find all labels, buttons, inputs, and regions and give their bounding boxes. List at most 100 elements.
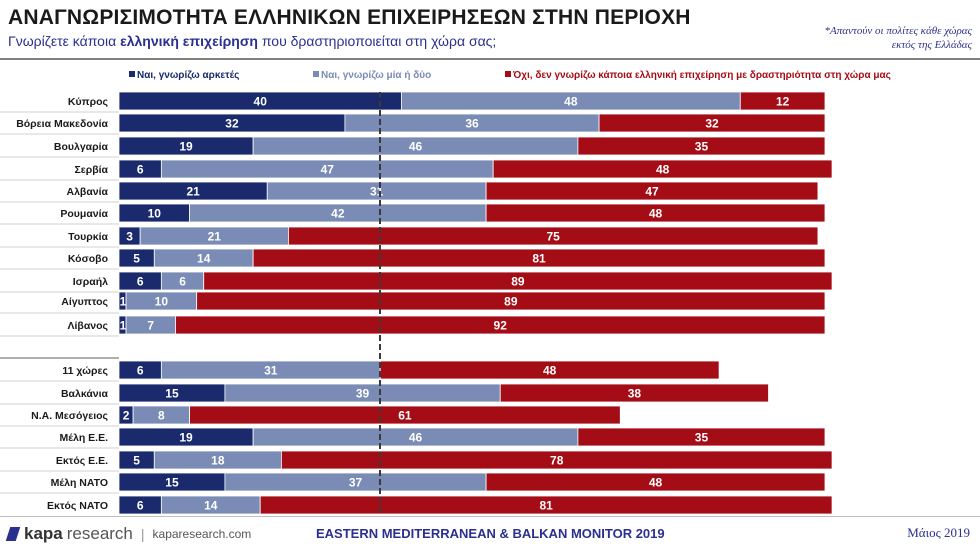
category-label: Αίγυπτος	[61, 296, 108, 308]
category-label: Βαλκάνια	[61, 388, 109, 400]
data-label: 42	[331, 207, 345, 221]
data-label: 81	[539, 499, 553, 513]
data-label: 35	[695, 431, 709, 445]
bar-segment	[175, 315, 826, 335]
data-label: 8	[158, 409, 165, 423]
legend-label: Ναι, γνωρίζω αρκετές	[137, 70, 239, 81]
legend-swatch	[129, 71, 135, 77]
category-label: Βόρεια Μακεδονία	[16, 118, 108, 130]
bar-segment	[485, 472, 826, 492]
data-label: 46	[409, 431, 423, 445]
data-label: 5	[133, 252, 140, 266]
data-label: 19	[179, 140, 193, 154]
category-label: Αλβανία	[67, 186, 109, 198]
data-label: 15	[165, 476, 179, 490]
bar-segment	[577, 136, 826, 156]
category-label: Εκτός Ε.Ε.	[56, 455, 108, 467]
subtitle-bold: ελληνική επιχείρηση	[120, 33, 258, 49]
data-label: 89	[511, 275, 525, 289]
category-label: Σερβία	[74, 164, 108, 176]
category-label: Ν.Α. Μεσόγειος	[31, 410, 108, 422]
bar-segment	[189, 405, 621, 425]
category-label: Βουλγαρία	[54, 141, 109, 153]
bar-segment	[577, 427, 826, 447]
legend-swatch	[505, 71, 511, 77]
data-label: 10	[148, 207, 162, 221]
data-label: 47	[645, 185, 659, 199]
data-label: 92	[494, 319, 508, 333]
data-label: 39	[356, 387, 370, 401]
data-label: 6	[137, 499, 144, 513]
chart-subtitle: Γνωρίζετε κάποια ελληνική επιχείρηση που…	[8, 33, 496, 49]
data-label: 2	[123, 409, 130, 423]
bar-segment	[485, 203, 826, 223]
data-label: 6	[179, 275, 186, 289]
data-label: 75	[547, 230, 561, 244]
logo-light-text: research	[66, 524, 133, 543]
data-label: 81	[532, 252, 546, 266]
data-label: 36	[465, 117, 479, 131]
logo-bold-text: kapa	[24, 524, 63, 543]
footer-url: kaparesearch.com	[152, 527, 252, 541]
data-label: 31	[370, 185, 384, 199]
data-label: 21	[186, 185, 200, 199]
category-label: Ρουμανία	[60, 208, 108, 220]
category-label: 11 χώρες	[62, 365, 108, 377]
bar-segment	[288, 226, 819, 246]
data-label: 89	[504, 295, 518, 309]
data-label: 6	[137, 163, 144, 177]
category-label: Κόσοβο	[68, 253, 108, 265]
data-label: 5	[133, 454, 140, 468]
bar-segment	[252, 248, 826, 268]
data-label: 48	[649, 476, 663, 490]
bar-segment	[196, 291, 826, 311]
category-label: Τουρκία	[68, 231, 108, 243]
footer-divider	[0, 516, 980, 517]
data-label: 14	[204, 499, 218, 513]
data-label: 61	[398, 409, 412, 423]
data-label: 38	[628, 387, 642, 401]
data-label: 32	[225, 117, 239, 131]
bar-segment	[379, 360, 720, 380]
footer-date: Μάιος 2019	[907, 525, 970, 540]
subtitle-pre: Γνωρίζετε κάποια	[8, 33, 121, 49]
data-label: 12	[776, 95, 790, 109]
logo-separator: |	[140, 526, 145, 542]
data-label: 48	[656, 163, 670, 177]
data-label: 3	[126, 230, 133, 244]
data-label: 37	[349, 476, 363, 490]
data-label: 14	[197, 252, 211, 266]
data-label: 15	[165, 387, 179, 401]
logo-mark-icon	[5, 527, 21, 541]
category-label: Λίβανος	[68, 320, 109, 332]
category-label: Κύπρος	[68, 96, 109, 108]
category-label: Μέλη ΝΑΤΟ	[51, 477, 108, 489]
bar-segment	[598, 113, 826, 133]
category-label: Μέλη Ε.Ε.	[60, 432, 109, 444]
category-label: Εκτός ΝΑΤΟ	[47, 500, 108, 512]
data-label: 35	[695, 140, 709, 154]
legend-swatch	[313, 71, 319, 77]
data-label: 1	[120, 295, 127, 309]
data-label: 31	[264, 364, 278, 378]
kapa-research-logo: kapa research | kaparesearch.com	[5, 524, 252, 544]
subtitle-post: που δραστηριοποιείται στη χώρα σας;	[257, 33, 497, 49]
bar-segment	[259, 495, 833, 515]
bar-segment	[492, 159, 833, 179]
note-line-2: εκτός της Ελλάδας	[891, 39, 972, 51]
bar-segment	[203, 271, 833, 291]
data-label: 48	[543, 364, 557, 378]
data-label: 6	[137, 364, 144, 378]
data-label: 10	[155, 295, 169, 309]
data-label: 47	[321, 163, 335, 177]
data-label: 18	[211, 454, 225, 468]
chart-title: ΑΝΑΓΝΩΡΙΣΙΜΟΤΗΤΑ ΕΛΛΗΝΙΚΩΝ ΕΠΙΧΕΙΡΗΣΕΩΝ …	[8, 6, 691, 29]
footer-title: EASTERN MEDITERRANEAN & BALKAN MONITOR 2…	[316, 526, 665, 541]
legend-label: Ναι, γνωρίζω μία ή δύο	[321, 70, 431, 81]
data-label: 78	[550, 454, 564, 468]
respondent-note: *Απαντούν οι πολίτες κάθε χώρας εκτός της…	[772, 24, 972, 52]
data-label: 19	[179, 431, 193, 445]
bar-segment	[485, 181, 819, 201]
data-label: 7	[147, 319, 154, 333]
